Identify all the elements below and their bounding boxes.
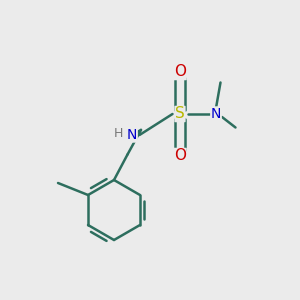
Text: N: N [211, 107, 221, 121]
Text: O: O [174, 148, 186, 164]
Text: S: S [175, 106, 185, 122]
Text: N: N [127, 128, 137, 142]
Text: H: H [114, 127, 123, 140]
Text: O: O [174, 64, 186, 80]
